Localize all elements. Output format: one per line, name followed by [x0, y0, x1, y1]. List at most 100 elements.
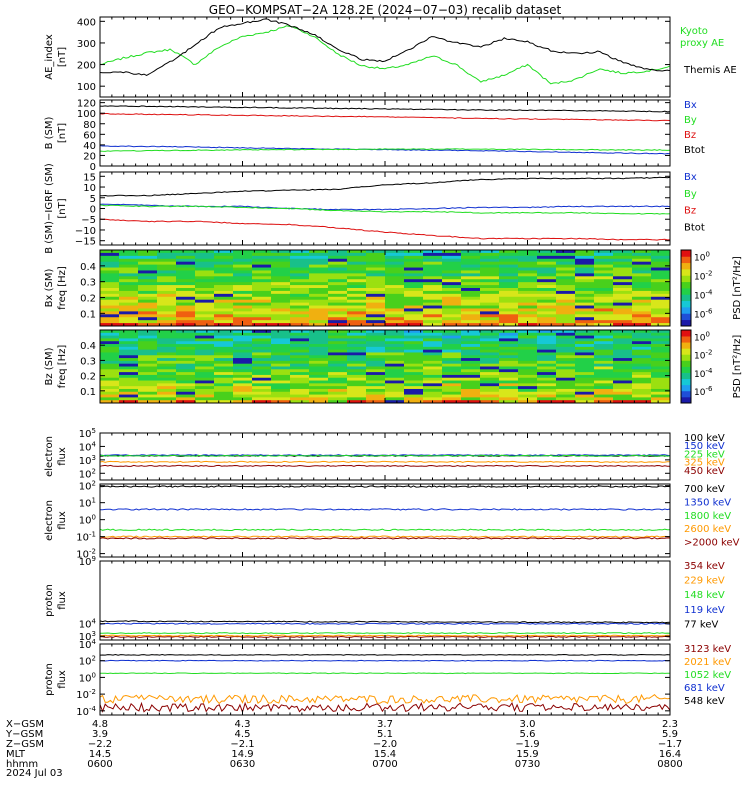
- heatmap-cell: [385, 349, 405, 353]
- heatmap-cell: [423, 374, 443, 379]
- heatmap-cell: [119, 388, 139, 393]
- heatmap-cell: [214, 250, 234, 254]
- colorbar-label: PSD [nT²/Hz]: [732, 256, 743, 320]
- y-tick-label: 300: [77, 39, 96, 50]
- heatmap-cell: [100, 374, 120, 379]
- colorbar-segment: [681, 307, 691, 314]
- heatmap-cell: [271, 374, 291, 379]
- heatmap-cell: [157, 285, 177, 289]
- heatmap-cell: [271, 308, 291, 312]
- heatmap-cell: [518, 383, 538, 387]
- heatmap-cell: [138, 377, 158, 381]
- heatmap-cell: [100, 273, 120, 277]
- heatmap-cell: [423, 317, 443, 321]
- heatmap-cell: [651, 332, 671, 337]
- heatmap-cell: [271, 386, 291, 390]
- heatmap-cell: [480, 270, 500, 274]
- heatmap-cell: [404, 252, 424, 257]
- heatmap-cell: [138, 360, 158, 365]
- heatmap-cell: [480, 394, 500, 398]
- heatmap-cell: [157, 341, 177, 345]
- heatmap-cell: [347, 293, 367, 298]
- y-axis-label: freq [Hz]: [57, 266, 68, 310]
- heatmap-cell: [613, 391, 633, 395]
- legend-entry: By: [684, 115, 697, 126]
- heatmap-cell: [347, 352, 367, 356]
- heatmap-cell: [252, 372, 272, 376]
- heatmap-cell: [328, 273, 348, 277]
- heatmap-cell: [309, 302, 329, 306]
- heatmap-cell: [499, 273, 519, 277]
- heatmap-cell: [575, 288, 595, 292]
- x-info-value: 5.1: [377, 729, 393, 740]
- heatmap-cell: [499, 302, 519, 306]
- heatmap-cell: [556, 270, 576, 274]
- heatmap-cell: [195, 372, 215, 376]
- heatmap-cell: [594, 346, 614, 351]
- heatmap-cell: [290, 258, 310, 263]
- heatmap-cell: [119, 320, 139, 324]
- heatmap-cell: [575, 358, 595, 362]
- heatmap-cell: [537, 346, 557, 351]
- heatmap-cell: [632, 273, 652, 277]
- heatmap-cell: [347, 369, 367, 373]
- heatmap-cell: [385, 279, 405, 283]
- heatmap-cell: [195, 349, 215, 353]
- heatmap-cell: [233, 377, 253, 381]
- heatmap-cell: [347, 377, 367, 381]
- heatmap-cell: [423, 302, 443, 306]
- heatmap-cell: [613, 352, 633, 356]
- heatmap-cell: [252, 276, 272, 280]
- heatmap-cell: [366, 305, 386, 309]
- heatmap-cell: [309, 383, 329, 387]
- heatmap-cell: [271, 358, 291, 362]
- heatmap-cell: [632, 377, 652, 381]
- heatmap-cell: [138, 299, 158, 304]
- heatmap-cell: [195, 267, 215, 271]
- heatmap-cell: [556, 352, 576, 356]
- heatmap-cell: [252, 285, 272, 289]
- heatmap-cell: [366, 349, 386, 353]
- heatmap-cell: [423, 360, 443, 365]
- heatmap-cell: [480, 330, 500, 334]
- heatmap-cell: [575, 369, 595, 373]
- heatmap-cell: [575, 302, 595, 306]
- heatmap-cell: [252, 273, 272, 277]
- heatmap-cell: [290, 386, 310, 390]
- heatmap-cell: [157, 391, 177, 395]
- heatmap-cell: [594, 335, 614, 339]
- heatmap-cell: [195, 332, 215, 337]
- heatmap-cell: [404, 261, 424, 266]
- heatmap-cell: [518, 391, 538, 395]
- heatmap-cell: [176, 400, 196, 404]
- heatmap-cell: [442, 285, 462, 289]
- panel-frame: [99, 483, 671, 558]
- heatmap-cell: [442, 369, 462, 373]
- series-line: [100, 672, 670, 675]
- heatmap-cell: [176, 397, 196, 401]
- heatmap-cell: [594, 288, 614, 292]
- heatmap-cell: [404, 273, 424, 277]
- heatmap-cell: [366, 270, 386, 274]
- heatmap-cell: [575, 305, 595, 309]
- heatmap-cell: [347, 344, 367, 348]
- y-axis-label: flux: [57, 511, 68, 530]
- heatmap-cell: [290, 279, 310, 283]
- heatmap-cell: [537, 335, 557, 339]
- heatmap-cell: [100, 352, 120, 356]
- heatmap-cell: [556, 250, 576, 254]
- heatmap-cell: [385, 366, 405, 370]
- heatmap-cell: [613, 252, 633, 257]
- heatmap-cell: [404, 335, 424, 339]
- heatmap-cell: [442, 279, 462, 283]
- heatmap-cell: [157, 270, 177, 274]
- legend-entry: 1052 keV: [684, 670, 731, 681]
- heatmap-cell: [613, 397, 633, 401]
- y-axis-label: [nT]: [57, 198, 68, 218]
- heatmap-cell: [423, 276, 443, 280]
- series-line: [99, 632, 671, 635]
- colorbar-segment: [681, 396, 691, 404]
- heatmap-cell: [594, 323, 614, 327]
- heatmap-cell: [575, 400, 595, 404]
